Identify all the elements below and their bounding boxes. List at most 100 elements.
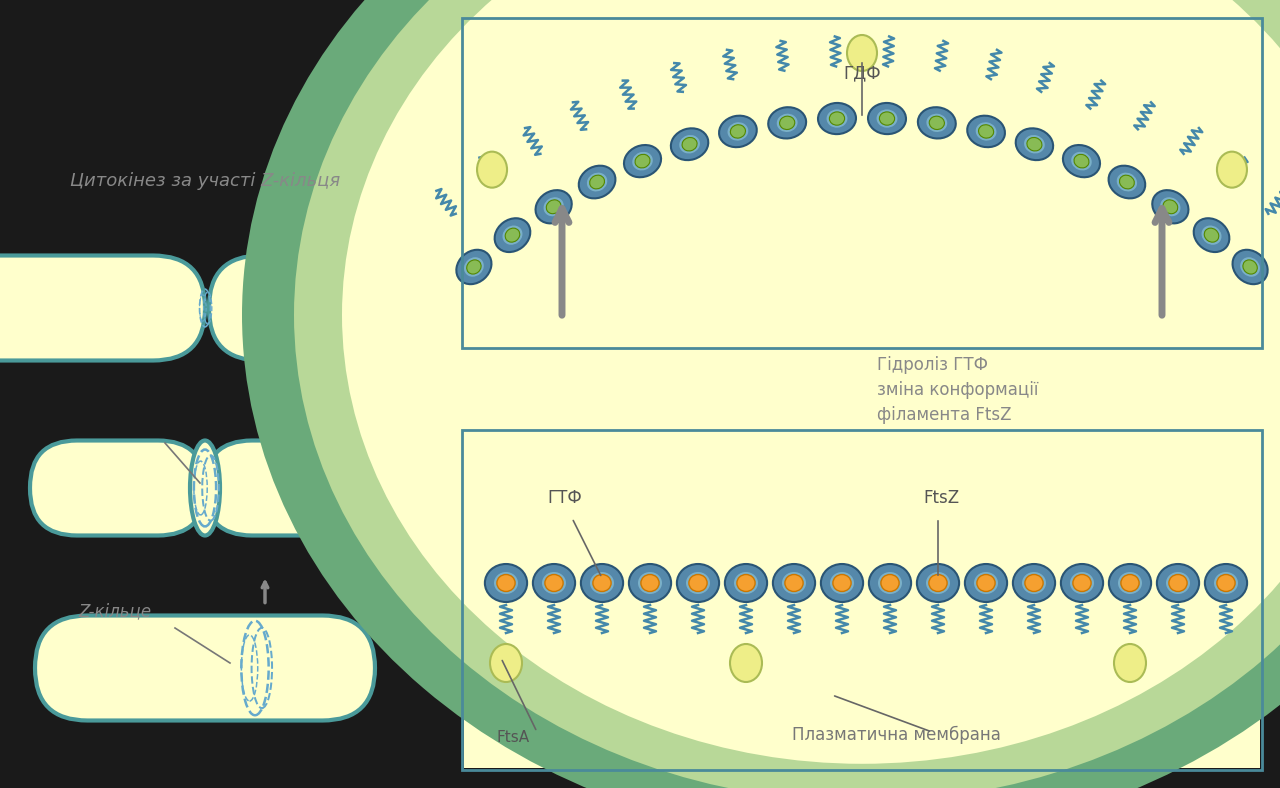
Ellipse shape bbox=[1202, 225, 1221, 245]
Ellipse shape bbox=[671, 128, 708, 160]
Ellipse shape bbox=[632, 152, 653, 170]
Ellipse shape bbox=[1024, 135, 1044, 154]
Ellipse shape bbox=[847, 35, 877, 71]
Ellipse shape bbox=[342, 0, 1280, 764]
Ellipse shape bbox=[977, 574, 995, 592]
Ellipse shape bbox=[827, 110, 847, 128]
FancyBboxPatch shape bbox=[35, 615, 375, 720]
Ellipse shape bbox=[588, 173, 607, 191]
Ellipse shape bbox=[689, 574, 707, 592]
Ellipse shape bbox=[968, 116, 1005, 147]
Ellipse shape bbox=[965, 564, 1007, 602]
Ellipse shape bbox=[780, 116, 795, 129]
Ellipse shape bbox=[1217, 151, 1247, 188]
Ellipse shape bbox=[925, 572, 950, 594]
Ellipse shape bbox=[291, 0, 1280, 779]
Ellipse shape bbox=[782, 572, 806, 594]
Ellipse shape bbox=[1116, 173, 1137, 191]
Text: FtsA: FtsA bbox=[497, 730, 530, 745]
Ellipse shape bbox=[1213, 572, 1238, 594]
Ellipse shape bbox=[623, 145, 660, 177]
Ellipse shape bbox=[1240, 257, 1260, 277]
Ellipse shape bbox=[733, 572, 758, 594]
Ellipse shape bbox=[1243, 260, 1257, 274]
Ellipse shape bbox=[719, 116, 756, 147]
Ellipse shape bbox=[1025, 574, 1043, 592]
Ellipse shape bbox=[1016, 128, 1053, 160]
Text: ГДФ: ГДФ bbox=[844, 64, 881, 82]
Ellipse shape bbox=[547, 200, 561, 214]
Ellipse shape bbox=[490, 644, 522, 682]
Ellipse shape bbox=[1114, 644, 1146, 682]
Ellipse shape bbox=[975, 122, 996, 140]
FancyBboxPatch shape bbox=[29, 440, 205, 536]
Ellipse shape bbox=[878, 572, 902, 594]
Ellipse shape bbox=[1108, 564, 1151, 602]
Ellipse shape bbox=[737, 574, 755, 592]
Ellipse shape bbox=[724, 564, 767, 602]
Text: Z-кільце: Z-кільце bbox=[78, 602, 151, 620]
Ellipse shape bbox=[680, 135, 700, 154]
Ellipse shape bbox=[590, 175, 604, 189]
Ellipse shape bbox=[1061, 564, 1103, 602]
Ellipse shape bbox=[467, 260, 481, 274]
Ellipse shape bbox=[1120, 175, 1134, 189]
Ellipse shape bbox=[877, 110, 897, 128]
Ellipse shape bbox=[927, 113, 947, 132]
Ellipse shape bbox=[532, 564, 575, 602]
Text: Плазматична мембрана: Плазматична мембрана bbox=[792, 726, 1001, 744]
Ellipse shape bbox=[1152, 190, 1188, 223]
Ellipse shape bbox=[868, 103, 906, 134]
FancyBboxPatch shape bbox=[209, 255, 495, 360]
Ellipse shape bbox=[1074, 154, 1089, 168]
Ellipse shape bbox=[1233, 250, 1267, 284]
Ellipse shape bbox=[457, 250, 492, 284]
Ellipse shape bbox=[342, 0, 1280, 740]
Ellipse shape bbox=[494, 218, 530, 252]
Ellipse shape bbox=[497, 574, 515, 592]
Ellipse shape bbox=[833, 574, 851, 592]
Ellipse shape bbox=[768, 107, 806, 139]
Ellipse shape bbox=[1160, 197, 1180, 216]
Ellipse shape bbox=[506, 229, 520, 242]
Ellipse shape bbox=[1217, 574, 1235, 592]
Ellipse shape bbox=[1121, 574, 1139, 592]
Ellipse shape bbox=[1062, 145, 1100, 177]
Ellipse shape bbox=[869, 564, 911, 602]
Ellipse shape bbox=[1117, 572, 1142, 594]
Text: Цитокінез за участі Z-кільця: Цитокінез за участі Z-кільця bbox=[70, 172, 340, 189]
Ellipse shape bbox=[242, 0, 1280, 788]
Bar bbox=[465, 20, 1260, 346]
Ellipse shape bbox=[593, 574, 611, 592]
Ellipse shape bbox=[294, 0, 1280, 788]
Ellipse shape bbox=[731, 125, 745, 138]
Ellipse shape bbox=[829, 572, 854, 594]
Ellipse shape bbox=[1204, 564, 1247, 602]
Ellipse shape bbox=[628, 564, 671, 602]
FancyBboxPatch shape bbox=[0, 255, 205, 360]
Bar bbox=[462, 18, 1262, 348]
Ellipse shape bbox=[544, 197, 563, 216]
Ellipse shape bbox=[881, 574, 899, 592]
Ellipse shape bbox=[637, 572, 662, 594]
Ellipse shape bbox=[503, 225, 522, 245]
Ellipse shape bbox=[727, 122, 749, 140]
Ellipse shape bbox=[682, 137, 698, 151]
Ellipse shape bbox=[820, 564, 863, 602]
Ellipse shape bbox=[929, 116, 945, 129]
Ellipse shape bbox=[730, 644, 762, 682]
Ellipse shape bbox=[1027, 137, 1042, 151]
Ellipse shape bbox=[535, 190, 572, 223]
Ellipse shape bbox=[929, 574, 947, 592]
Ellipse shape bbox=[974, 572, 998, 594]
Ellipse shape bbox=[818, 103, 856, 134]
Ellipse shape bbox=[785, 574, 803, 592]
Ellipse shape bbox=[677, 564, 719, 602]
Ellipse shape bbox=[879, 112, 895, 125]
Text: ГТФ: ГТФ bbox=[547, 489, 581, 507]
Ellipse shape bbox=[1194, 218, 1229, 252]
Text: Гідроліз ГТФ
зміна конформації
філамента FtsZ: Гідроліз ГТФ зміна конформації філамента… bbox=[877, 356, 1038, 424]
Ellipse shape bbox=[1164, 200, 1178, 214]
Ellipse shape bbox=[635, 154, 650, 168]
Ellipse shape bbox=[590, 572, 614, 594]
